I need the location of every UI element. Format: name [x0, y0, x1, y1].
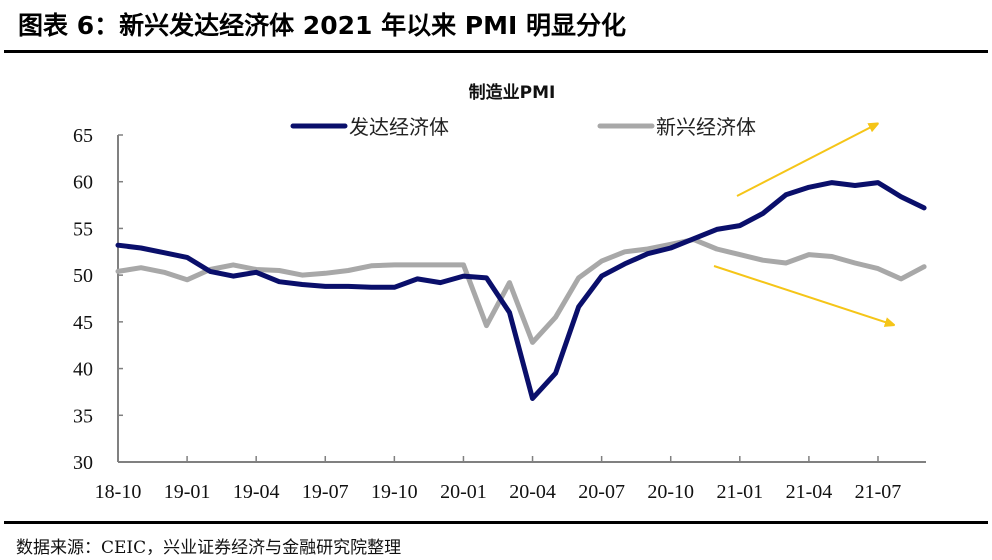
x-tick-label: 20-10 [647, 481, 694, 503]
y-tick-label: 40 [73, 359, 93, 381]
y-tick-label: 45 [73, 312, 93, 334]
y-tick-label: 35 [73, 405, 93, 427]
legend-label-developed: 发达经济体 [349, 115, 449, 139]
legend-label-emerging: 新兴经济体 [656, 115, 756, 139]
x-tick-label: 21-01 [716, 481, 763, 503]
x-tick-label: 19-07 [302, 481, 349, 503]
legend: 发达经济体 新兴经济体 [290, 115, 756, 139]
x-tick-label: 21-04 [786, 481, 833, 503]
x-axis-ticks: 18-10 19-01 19-04 19-07 19-10 20-01 20-04 20-07… [95, 456, 902, 503]
series-lines [115, 180, 927, 401]
top-rule [4, 50, 988, 53]
x-tick-label: 19-10 [371, 481, 418, 503]
x-tick-label: 18-10 [95, 481, 142, 503]
series-line-developed [115, 180, 927, 401]
y-tick-label: 65 [73, 125, 93, 147]
y-tick-label: 30 [73, 452, 93, 474]
x-tick-label: 19-01 [164, 481, 211, 503]
y-tick-label: 55 [73, 218, 93, 240]
x-tick-label: 19-04 [233, 481, 280, 503]
y-tick-label: 60 [73, 172, 93, 194]
y-axis-ticks: 30 35 40 45 50 55 60 65 [73, 125, 123, 474]
legend-item-emerging: 新兴经济体 [597, 115, 756, 139]
series-line-emerging [115, 237, 927, 345]
source-note: 数据来源：CEIC，兴业证券经济与金融研究院整理 [16, 538, 402, 558]
trend-arrow-down [713, 265, 891, 324]
figure-title: 图表 6：新兴发达经济体 2021 年以来 PMI 明显分化 [18, 11, 626, 40]
trend-arrows [713, 125, 891, 324]
x-tick-label: 20-04 [509, 481, 556, 503]
x-tick-label: 21-07 [855, 481, 902, 503]
bottom-rule [4, 521, 988, 524]
trend-arrow-up [736, 125, 875, 197]
x-tick-label: 20-01 [440, 481, 487, 503]
legend-item-developed: 发达经济体 [290, 115, 449, 139]
y-tick-label: 50 [73, 265, 93, 287]
axes [117, 135, 926, 463]
chart-title: 制造业PMI [469, 82, 556, 103]
x-tick-label: 20-07 [578, 481, 625, 503]
